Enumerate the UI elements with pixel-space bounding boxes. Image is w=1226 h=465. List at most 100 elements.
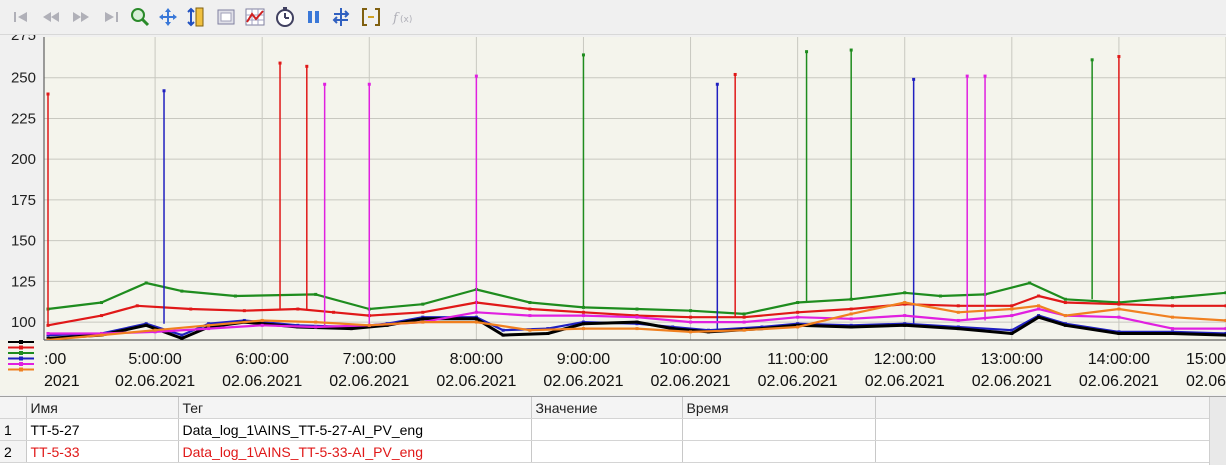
- series-point: [528, 308, 531, 311]
- series-point: [1117, 316, 1120, 319]
- vertical-scrollbar[interactable]: [1209, 397, 1226, 465]
- series-point: [743, 312, 746, 315]
- series-point: [528, 314, 531, 317]
- series-point: [1037, 304, 1040, 307]
- series-point: [582, 311, 585, 314]
- x-tick-date-label: 02.06.2021: [865, 373, 945, 390]
- legend-marker: [19, 351, 23, 355]
- table-row[interactable]: 2 TT-5-33 Data_log_1\AINS_TT-5-33-AI_PV_…: [0, 441, 1210, 463]
- series-point: [502, 334, 505, 337]
- series-point: [1037, 295, 1040, 298]
- svg-text:f: f: [392, 11, 400, 26]
- series-point: [261, 319, 264, 322]
- y-tick-label: 275: [11, 35, 36, 44]
- series-point: [207, 327, 210, 330]
- skip-first-icon[interactable]: [10, 6, 32, 28]
- pens-table: Имя Тег Значение Время 1 TT-5-27 Data_lo…: [0, 396, 1226, 465]
- spike-point: [475, 75, 478, 78]
- clock-icon[interactable]: [274, 6, 296, 28]
- bracket-icon[interactable]: [360, 6, 382, 28]
- series-point: [47, 332, 50, 335]
- pen-tag[interactable]: Data_log_1\AINS_TT-5-27-AI_PV_eng: [178, 419, 531, 441]
- x-tick-time-label: 13:00:00: [981, 351, 1043, 368]
- x-tick-time-label: 10:00:00: [659, 351, 721, 368]
- series-point: [314, 325, 317, 328]
- column-header-tag[interactable]: Тег: [178, 397, 531, 419]
- series-point: [502, 329, 505, 332]
- x-tick-time-label: 14:00:00: [1088, 351, 1150, 368]
- series-point: [1171, 332, 1174, 335]
- series-point: [743, 329, 746, 332]
- series-point: [314, 293, 317, 296]
- vertical-scale-icon[interactable]: [186, 6, 208, 28]
- empty-cell: [875, 419, 1210, 441]
- spike-point: [912, 78, 915, 81]
- legend-marker: [19, 368, 23, 372]
- series-point: [528, 329, 531, 332]
- table-row[interactable]: 1 TT-5-27 Data_log_1\AINS_TT-5-27-AI_PV_…: [0, 419, 1210, 441]
- series-point: [180, 290, 183, 293]
- zoom-icon[interactable]: [129, 6, 151, 28]
- legend-marker: [19, 340, 23, 344]
- skip-last-icon[interactable]: [100, 6, 122, 28]
- column-header-value[interactable]: Значение: [531, 397, 682, 419]
- row-number-header: [0, 397, 26, 419]
- series-point: [421, 311, 424, 314]
- spike-point: [368, 83, 371, 86]
- rewind-icon[interactable]: [40, 6, 62, 28]
- row-number: 1: [0, 419, 26, 441]
- pen-name[interactable]: TT-5-33: [26, 441, 178, 463]
- series-point: [957, 311, 960, 314]
- series-point: [903, 291, 906, 294]
- x-tick-date-label: 02.06.2021: [222, 373, 302, 390]
- pen-time: [682, 441, 875, 463]
- x-tick-time-label: 11:00:00: [767, 351, 828, 368]
- spike-point: [966, 75, 969, 78]
- trend-chart-svg[interactable]: 100125150175200225250275:0020215:00:0002…: [0, 35, 1226, 395]
- series-point: [689, 321, 692, 324]
- series-point: [180, 334, 183, 337]
- row-number: 2: [0, 441, 26, 463]
- series-point: [850, 317, 853, 320]
- series-point: [582, 314, 585, 317]
- cursor-icon[interactable]: [330, 6, 352, 28]
- column-header-empty: [875, 397, 1210, 419]
- series-point: [689, 309, 692, 312]
- series-point: [743, 321, 746, 324]
- spike-point: [984, 75, 987, 78]
- series-point: [796, 316, 799, 319]
- series-point: [234, 295, 237, 298]
- snapshot-icon[interactable]: [215, 6, 237, 28]
- move-icon[interactable]: [157, 6, 179, 28]
- x-tick-date-label: 02.06.2021: [1079, 373, 1159, 390]
- series-point: [636, 308, 639, 311]
- series-point: [100, 314, 103, 317]
- series-point: [296, 308, 299, 311]
- series-point: [689, 316, 692, 319]
- series-point: [743, 316, 746, 319]
- pen-name[interactable]: TT-5-27: [26, 419, 178, 441]
- column-header-name[interactable]: Имя: [26, 397, 178, 419]
- column-header-time[interactable]: Время: [682, 397, 875, 419]
- x-tick-date-label: 02.06.2021: [115, 373, 195, 390]
- y-tick-label: 150: [11, 233, 36, 250]
- x-tick-time-label: 6:00:00: [235, 351, 288, 368]
- x-tick-time-label: 12:00:00: [874, 351, 936, 368]
- grid-icon[interactable]: [244, 6, 266, 28]
- pen-tag[interactable]: Data_log_1\AINS_TT-5-33-AI_PV_eng: [178, 441, 531, 463]
- series-point: [957, 319, 960, 322]
- series-point: [850, 325, 853, 328]
- series-point: [421, 303, 424, 306]
- x-tick-date-label: 02.06.2021: [758, 373, 838, 390]
- series-point: [1010, 308, 1013, 311]
- series-point: [154, 329, 157, 332]
- formula-icon[interactable]: f(x): [390, 6, 412, 28]
- pause-icon[interactable]: [302, 6, 324, 28]
- spike-point: [716, 83, 719, 86]
- y-tick-label: 200: [11, 151, 36, 168]
- y-tick-label: 175: [11, 192, 36, 209]
- series-point: [261, 324, 264, 327]
- series-point: [145, 281, 148, 284]
- fast-forward-icon[interactable]: [70, 6, 92, 28]
- series-point: [582, 327, 585, 330]
